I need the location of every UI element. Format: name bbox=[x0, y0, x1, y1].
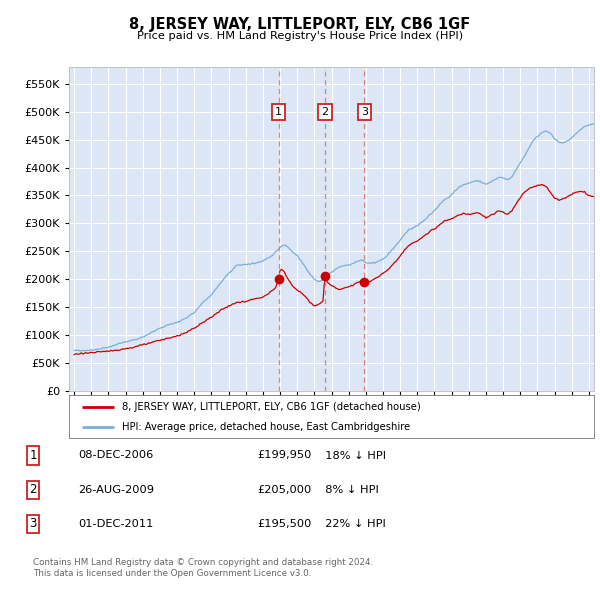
Text: HPI: Average price, detached house, East Cambridgeshire: HPI: Average price, detached house, East… bbox=[121, 422, 410, 432]
Text: 26-AUG-2009: 26-AUG-2009 bbox=[78, 485, 154, 494]
Text: Contains HM Land Registry data © Crown copyright and database right 2024.: Contains HM Land Registry data © Crown c… bbox=[33, 558, 373, 566]
Text: £195,500: £195,500 bbox=[257, 519, 312, 529]
Text: 2: 2 bbox=[29, 483, 37, 496]
Text: 1: 1 bbox=[29, 449, 37, 462]
Text: 2: 2 bbox=[322, 107, 329, 117]
Text: £205,000: £205,000 bbox=[258, 485, 312, 494]
Text: 3: 3 bbox=[361, 107, 368, 117]
Text: 8, JERSEY WAY, LITTLEPORT, ELY, CB6 1GF (detached house): 8, JERSEY WAY, LITTLEPORT, ELY, CB6 1GF … bbox=[121, 402, 420, 412]
Text: £199,950: £199,950 bbox=[257, 451, 312, 460]
Text: 08-DEC-2006: 08-DEC-2006 bbox=[78, 451, 153, 460]
Text: 18% ↓ HPI: 18% ↓ HPI bbox=[318, 451, 386, 460]
Text: 3: 3 bbox=[29, 517, 37, 530]
Text: 1: 1 bbox=[275, 107, 282, 117]
Text: 8, JERSEY WAY, LITTLEPORT, ELY, CB6 1GF: 8, JERSEY WAY, LITTLEPORT, ELY, CB6 1GF bbox=[130, 17, 470, 31]
Text: Price paid vs. HM Land Registry's House Price Index (HPI): Price paid vs. HM Land Registry's House … bbox=[137, 31, 463, 41]
Text: This data is licensed under the Open Government Licence v3.0.: This data is licensed under the Open Gov… bbox=[33, 569, 311, 578]
Text: 22% ↓ HPI: 22% ↓ HPI bbox=[318, 519, 386, 529]
Text: 01-DEC-2011: 01-DEC-2011 bbox=[78, 519, 154, 529]
Text: 8% ↓ HPI: 8% ↓ HPI bbox=[318, 485, 379, 494]
